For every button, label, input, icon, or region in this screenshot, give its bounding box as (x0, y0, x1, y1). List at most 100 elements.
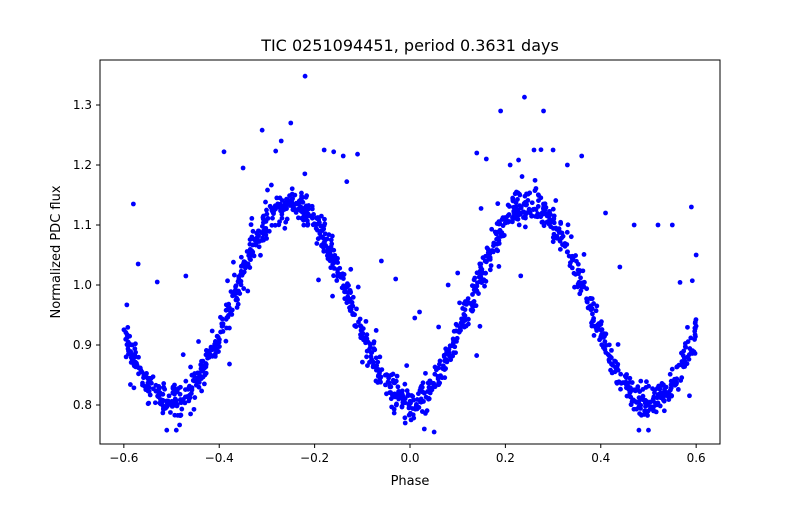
data-point (654, 386, 660, 391)
x-tick-label: −0.2 (300, 451, 329, 465)
data-point (626, 387, 632, 392)
data-point (553, 225, 559, 231)
data-point (247, 237, 253, 243)
data-point (399, 404, 405, 410)
data-point (431, 429, 437, 435)
data-point (234, 305, 240, 310)
data-point (615, 342, 621, 347)
data-point (125, 346, 131, 352)
data-point (669, 222, 675, 228)
data-point (279, 215, 285, 221)
data-point (132, 346, 138, 352)
data-point (494, 247, 500, 253)
data-point (218, 329, 223, 335)
data-point (369, 356, 374, 362)
data-point (490, 249, 496, 255)
data-point (661, 408, 667, 414)
data-point (494, 236, 499, 242)
data-point (291, 205, 297, 211)
x-axis-ticks: −0.6 −0.4 −0.2 0.0 0.2 0.4 0.6 (109, 444, 706, 465)
data-point (330, 293, 335, 299)
data-point (242, 260, 248, 265)
data-point (187, 392, 193, 398)
data-point (556, 229, 562, 235)
data-point (228, 310, 233, 316)
data-point (347, 308, 353, 313)
data-point (687, 393, 692, 399)
data-point (408, 417, 414, 423)
data-point (580, 268, 586, 274)
data-point (136, 371, 141, 377)
data-point (631, 406, 637, 412)
data-point (178, 412, 184, 418)
data-point (399, 391, 405, 397)
data-point (265, 187, 270, 193)
data-point (440, 366, 446, 371)
data-point (589, 323, 595, 329)
data-point (448, 357, 454, 363)
data-point (279, 211, 285, 217)
chart-title: TIC 0251094451, period 0.3631 days (260, 36, 559, 55)
data-point (402, 415, 408, 421)
data-point (241, 286, 247, 291)
data-point (674, 364, 680, 370)
data-point (646, 383, 651, 389)
data-point (273, 148, 279, 154)
data-point (491, 240, 497, 246)
data-point (609, 370, 615, 376)
data-point (332, 252, 338, 258)
data-point (596, 323, 601, 329)
data-point (152, 400, 158, 406)
data-point (465, 296, 471, 301)
data-point (564, 162, 570, 168)
data-point (248, 222, 254, 228)
data-point (432, 364, 438, 370)
data-point (581, 252, 587, 257)
data-point (628, 402, 634, 407)
data-point (624, 372, 629, 377)
data-point (560, 233, 566, 239)
data-point (445, 282, 451, 288)
data-point (212, 343, 218, 349)
data-point (161, 381, 167, 386)
data-point (428, 386, 434, 392)
data-point (638, 378, 644, 384)
data-point (650, 386, 655, 392)
data-point (473, 286, 478, 292)
data-point (202, 372, 208, 378)
data-point (663, 384, 669, 390)
data-point (206, 352, 212, 357)
data-point (178, 397, 183, 402)
data-point (546, 219, 552, 225)
data-point (400, 400, 406, 405)
data-point (260, 235, 265, 241)
data-point (688, 335, 694, 341)
data-point (458, 327, 463, 333)
data-point (477, 323, 483, 329)
data-point (314, 221, 320, 227)
data-point (183, 273, 189, 279)
data-point (412, 315, 418, 321)
data-point (489, 226, 495, 232)
data-point (483, 259, 489, 265)
data-point (568, 234, 574, 240)
data-point (364, 348, 370, 354)
data-point (603, 210, 608, 216)
data-point (457, 300, 462, 306)
data-point (421, 426, 427, 432)
y-tick-label: 1.1 (73, 218, 92, 232)
data-point (227, 361, 232, 367)
data-point (507, 162, 513, 168)
data-point (321, 248, 327, 254)
data-point (329, 241, 335, 247)
data-point (417, 309, 422, 315)
data-point (525, 191, 531, 197)
data-point (365, 363, 370, 368)
data-point (693, 252, 699, 258)
data-point (158, 399, 164, 405)
data-point (609, 347, 614, 353)
data-point (392, 391, 398, 397)
y-tick-label: 0.9 (73, 338, 92, 352)
data-point (220, 321, 226, 327)
